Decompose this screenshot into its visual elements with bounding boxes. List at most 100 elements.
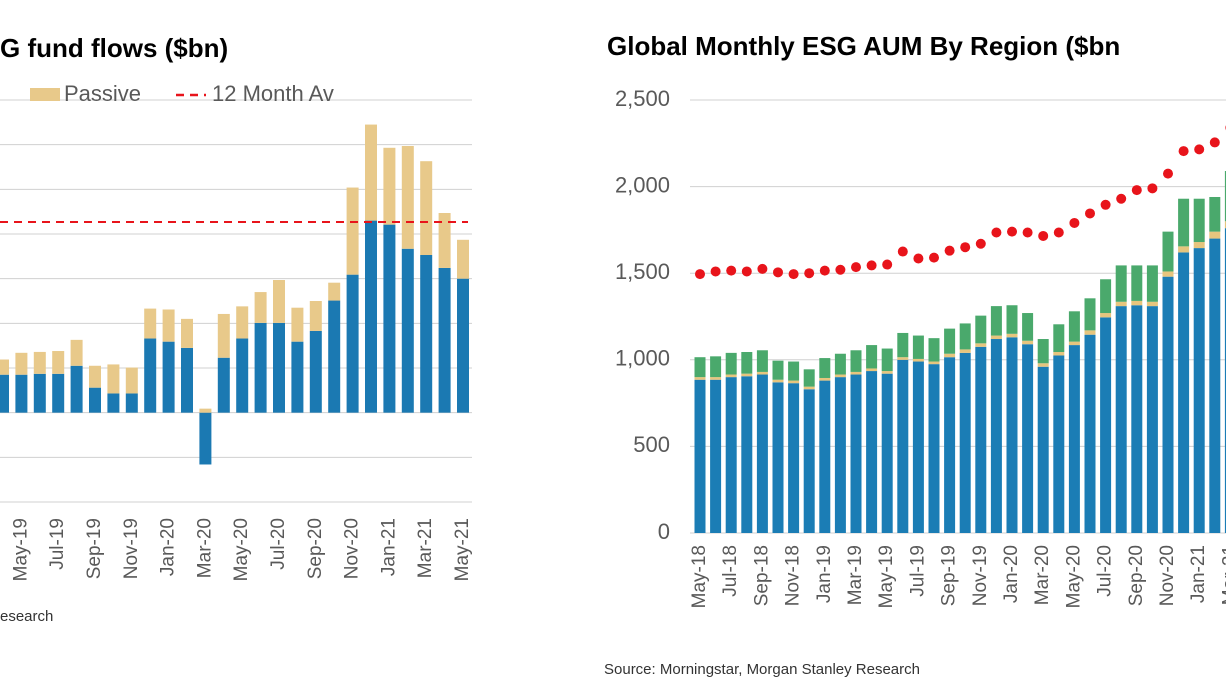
- bar: [70, 339, 83, 366]
- dot: [944, 245, 955, 256]
- bar: [756, 374, 768, 533]
- x-tick-label: May-21: [452, 518, 473, 581]
- bar: [217, 357, 230, 413]
- bar: [819, 358, 831, 378]
- x-tick-label: Jan-21: [378, 518, 399, 576]
- bar: [803, 369, 815, 387]
- x-tick-label: Mar-21: [415, 518, 436, 578]
- source: esearch: [0, 608, 53, 625]
- bar: [438, 213, 451, 268]
- bar: [236, 306, 249, 339]
- bar: [803, 386, 815, 390]
- bar: [1146, 265, 1158, 302]
- dot: [819, 265, 830, 276]
- bar: [1022, 344, 1034, 533]
- dot: [726, 265, 737, 276]
- bar: [944, 357, 956, 533]
- bar: [928, 338, 940, 362]
- bar: [959, 352, 971, 533]
- bar: [1131, 305, 1143, 533]
- legend-label: Passive: [64, 81, 141, 106]
- bar: [756, 371, 768, 375]
- bar: [181, 347, 193, 413]
- dot: [710, 266, 721, 277]
- bar: [928, 361, 940, 365]
- bar: [383, 147, 396, 225]
- bar: [254, 322, 267, 413]
- bar: [1115, 306, 1127, 533]
- bar: [1068, 341, 1080, 346]
- bar: [1193, 248, 1205, 533]
- bar: [1131, 300, 1143, 306]
- bar: [990, 339, 1002, 533]
- bar: [420, 254, 433, 413]
- bar: [741, 352, 753, 374]
- bar: [866, 345, 878, 369]
- bar: [897, 359, 909, 533]
- bar: [912, 335, 924, 359]
- bar: [236, 338, 249, 413]
- bar: [710, 377, 722, 380]
- bar: [0, 359, 9, 375]
- bar: [912, 361, 924, 533]
- x-tick-label: Nov-18: [783, 545, 804, 606]
- bar: [273, 280, 285, 323]
- bar: [254, 292, 267, 323]
- bar: [897, 332, 909, 358]
- bar: [944, 353, 956, 358]
- bar: [309, 301, 322, 331]
- source: Source: Morningstar, Morgan Stanley Rese…: [604, 661, 920, 678]
- x-tick-label: Jan-20: [1001, 545, 1022, 603]
- bar: [959, 349, 971, 353]
- bar: [928, 364, 940, 533]
- bar: [125, 393, 138, 413]
- bar: [725, 377, 737, 533]
- bar: [1006, 337, 1018, 533]
- bar: [1209, 231, 1221, 239]
- bar: [89, 365, 101, 388]
- bar: [1006, 305, 1018, 334]
- bar: [438, 267, 451, 413]
- dot: [866, 260, 877, 271]
- y-tick-label: 1,500: [615, 259, 670, 284]
- bar: [897, 357, 909, 360]
- x-tick-label: Mar-20: [1032, 545, 1053, 605]
- bar: [401, 248, 414, 413]
- bar: [1224, 221, 1226, 229]
- x-tick-label: Mar-19: [845, 545, 866, 605]
- bar: [346, 274, 359, 413]
- y-tick-label: 0: [658, 519, 670, 544]
- bar: [273, 322, 285, 413]
- bar: [990, 335, 1002, 340]
- bar: [1178, 246, 1190, 253]
- bar: [162, 341, 175, 413]
- bar: [1100, 317, 1112, 533]
- bar: [1193, 242, 1205, 249]
- bar: [1053, 352, 1065, 356]
- x-tick-label: Nov-20: [1157, 545, 1178, 606]
- bar: [850, 350, 862, 372]
- bar: [457, 239, 469, 279]
- bar: [1037, 363, 1049, 367]
- x-tick-label: Jan-20: [158, 518, 179, 576]
- x-tick-label: Jan-19: [814, 545, 835, 603]
- bar: [70, 365, 83, 413]
- bar: [181, 318, 193, 348]
- dot: [1038, 230, 1049, 241]
- bar: [1209, 238, 1221, 533]
- bar: [788, 383, 800, 533]
- dot: [757, 263, 768, 274]
- bar: [1068, 311, 1080, 342]
- x-tick-label: Sep-19: [939, 545, 960, 606]
- bar: [309, 330, 322, 413]
- bar: [944, 328, 956, 354]
- dot: [804, 268, 815, 279]
- bar: [741, 373, 753, 377]
- dot: [1178, 146, 1189, 157]
- bar: [772, 379, 784, 383]
- dot: [975, 238, 986, 249]
- dot: [741, 266, 752, 277]
- dot: [1194, 144, 1205, 155]
- x-tick-label: May-18: [689, 545, 710, 608]
- bar: [834, 377, 846, 533]
